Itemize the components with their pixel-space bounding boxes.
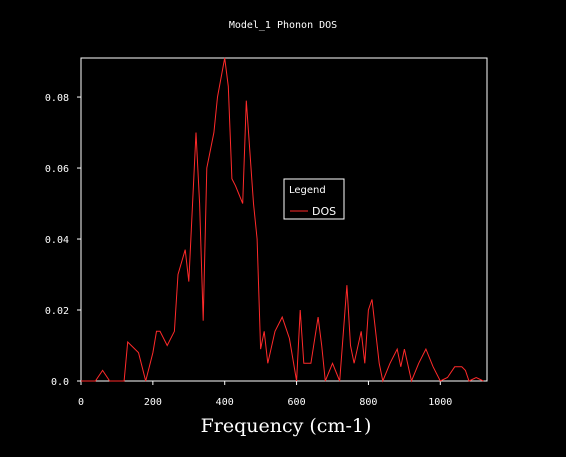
- x-axis: 0 200 400 600 800 1000: [78, 381, 452, 408]
- x-tick-label: 0: [78, 397, 84, 408]
- plot-area-frame: [80, 57, 488, 382]
- x-tick-label: 1000: [428, 397, 452, 408]
- y-tick-label: 0.06: [45, 164, 69, 175]
- y-tick-label: 0.0: [51, 377, 69, 388]
- legend-title: Legend: [289, 185, 326, 196]
- chart-title: Model_1 Phonon DOS: [229, 20, 337, 31]
- y-tick-label: 0.08: [45, 93, 69, 104]
- x-tick-label: 400: [216, 397, 234, 408]
- legend: Legend DOS: [283, 178, 345, 220]
- x-tick-label: 800: [359, 397, 377, 408]
- x-axis-label: Frequency (cm-1): [201, 415, 372, 437]
- y-tick-label: 0.02: [45, 306, 69, 317]
- x-tick-label: 600: [288, 397, 306, 408]
- legend-box: [283, 178, 345, 220]
- legend-label-dos: DOS: [312, 205, 336, 218]
- y-axis: 0.0 0.02 0.04 0.06 0.08: [45, 93, 81, 388]
- series-line-dos: [81, 57, 484, 383]
- y-tick-label: 0.04: [45, 235, 69, 246]
- x-tick-label: 200: [144, 397, 162, 408]
